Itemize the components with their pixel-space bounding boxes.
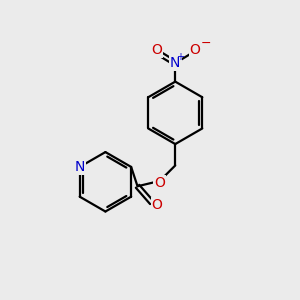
Text: −: − bbox=[201, 37, 211, 50]
Text: O: O bbox=[152, 198, 163, 212]
Text: O: O bbox=[190, 43, 201, 56]
Text: O: O bbox=[154, 176, 165, 190]
Text: N: N bbox=[74, 160, 85, 174]
Text: N: N bbox=[170, 56, 181, 70]
Text: O: O bbox=[152, 43, 162, 57]
Text: +: + bbox=[176, 52, 184, 62]
